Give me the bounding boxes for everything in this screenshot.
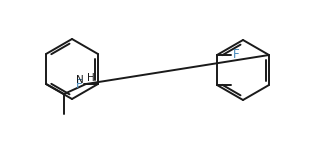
Text: H: H <box>87 73 95 83</box>
Text: F: F <box>233 49 239 61</box>
Text: F: F <box>76 77 82 91</box>
Text: N: N <box>76 75 84 85</box>
